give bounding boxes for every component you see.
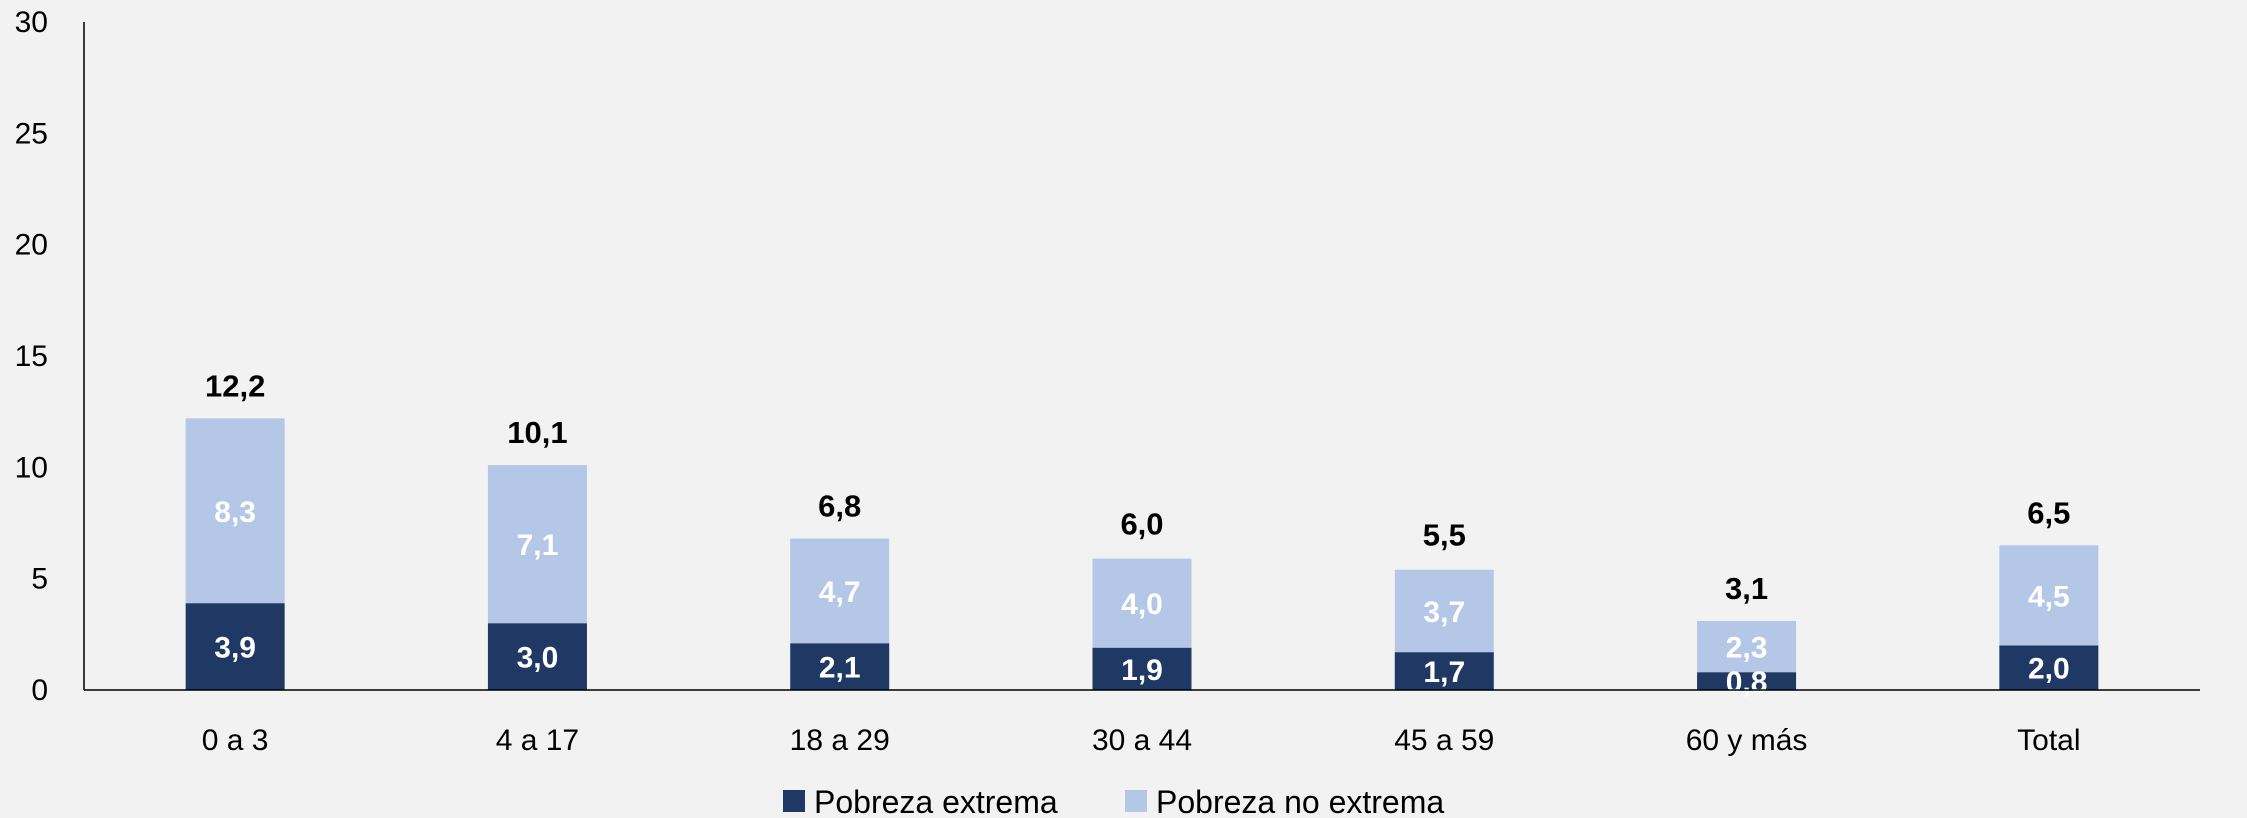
bar-segment-no-extrema <box>1394 569 1494 653</box>
bar-segment-extrema <box>1999 645 2099 690</box>
bar-segment-extrema <box>1394 652 1494 690</box>
y-tick-label: 10 <box>15 451 48 484</box>
bar-segment-no-extrema <box>1697 620 1797 673</box>
segment-value-label: 2,3 <box>1726 632 1768 665</box>
total-value-label: 6,8 <box>818 489 861 524</box>
y-tick-label: 15 <box>15 340 48 373</box>
segment-value-label: 3,7 <box>1423 596 1465 629</box>
x-category-label: 30 a 44 <box>1092 724 1192 757</box>
total-value-label: 12,2 <box>205 368 265 403</box>
bar-segment-extrema <box>1092 647 1192 690</box>
legend: Pobreza extrema Pobreza no extrema <box>783 784 1444 818</box>
segment-value-label: 4,0 <box>1121 588 1163 621</box>
total-value-label: 5,5 <box>1423 518 1466 553</box>
x-category-label: Total <box>2017 724 2080 757</box>
bar-segment-no-extrema <box>185 418 285 604</box>
legend-swatch <box>783 790 805 812</box>
y-tick-label: 0 <box>31 674 48 707</box>
x-category-label: 45 a 59 <box>1394 724 1494 757</box>
x-axis: 0 a 3 4 a 17 18 a 29 30 a 44 45 a 59 60 y más… <box>84 689 2200 757</box>
segment-value-label: 7,1 <box>517 529 559 562</box>
bar-segment-extrema <box>487 623 587 690</box>
segment-value-label: 8,3 <box>214 496 256 529</box>
x-category-label: 4 a 17 <box>496 724 579 757</box>
total-value-label: 3,1 <box>1725 571 1768 606</box>
bars <box>185 418 2099 690</box>
y-axis: 0 5 10 15 20 25 30 <box>15 6 85 707</box>
total-value-label: 6,5 <box>2027 495 2070 530</box>
data-labels: 3,9 8,3 12,2 3,0 7,1 10,1 2,1 4,7 6,8 1,9 4,0 6,0 1,… <box>205 368 2070 699</box>
bar-segment-extrema <box>185 603 285 690</box>
x-category-label: 18 a 29 <box>790 724 890 757</box>
total-value-label: 6,0 <box>1120 506 1163 541</box>
segment-value-label: 3,0 <box>517 642 559 675</box>
segment-value-label: 3,9 <box>214 632 256 665</box>
x-category-label: 0 a 3 <box>202 724 269 757</box>
legend-swatch <box>1125 790 1147 812</box>
segment-value-label: 1,7 <box>1423 656 1465 689</box>
bar-segment-no-extrema <box>1092 558 1192 648</box>
segment-value-label: 0,8 <box>1726 666 1768 699</box>
segment-value-label: 1,9 <box>1121 654 1163 687</box>
y-tick-label: 5 <box>31 563 48 596</box>
segment-value-label: 4,5 <box>2028 580 2070 613</box>
segment-value-label: 4,7 <box>819 576 861 609</box>
bar-segment-extrema <box>790 643 890 690</box>
y-tick-label: 20 <box>15 229 48 262</box>
segment-value-label: 2,1 <box>819 652 861 685</box>
bar-segment-no-extrema <box>790 538 890 644</box>
y-tick-label: 25 <box>15 117 48 150</box>
bar-segment-extrema <box>1697 672 1797 690</box>
y-tick-label: 30 <box>15 6 48 39</box>
legend-label: Pobreza extrema <box>814 784 1058 818</box>
legend-label: Pobreza no extrema <box>1156 784 1444 818</box>
bar-segment-no-extrema <box>1999 545 2099 646</box>
bar-segment-no-extrema <box>487 465 587 624</box>
segment-value-label: 2,0 <box>2028 653 2070 686</box>
x-category-label: 60 y más <box>1686 724 1808 757</box>
total-value-label: 10,1 <box>507 415 567 450</box>
